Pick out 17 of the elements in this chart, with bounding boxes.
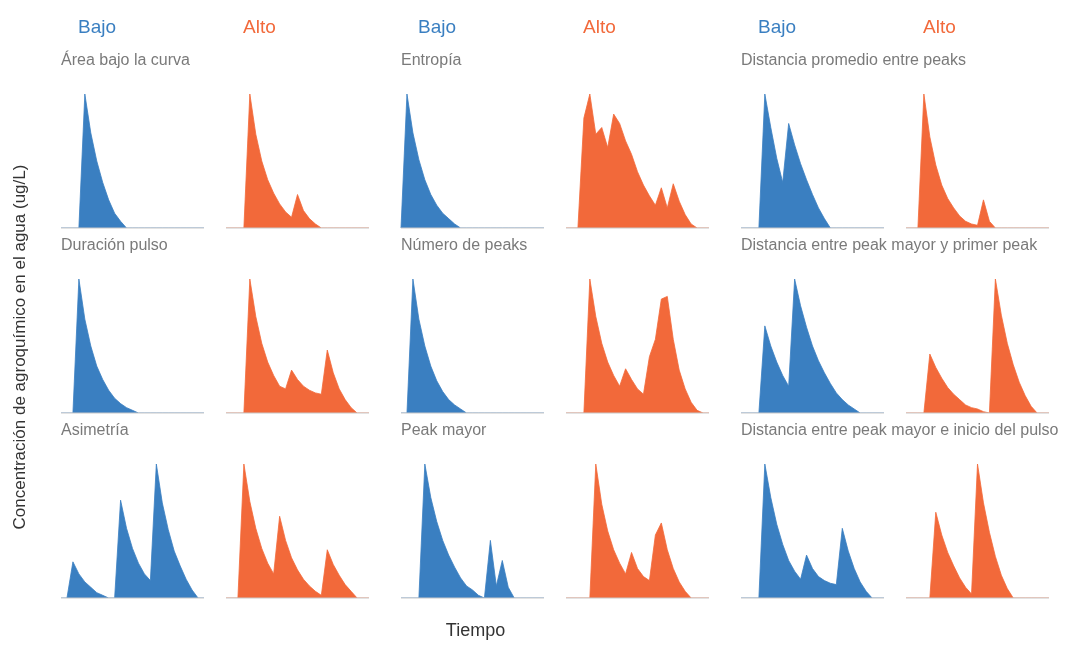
chart-title: Duración pulso — [61, 235, 169, 254]
text: Alto — [923, 16, 957, 38]
y-axis-title: Concentración de agroquímico en el agua (ug/L) — [10, 163, 30, 532]
x-axis-title: Tiempo — [444, 620, 507, 641]
chart-title: Distancia promedio entre peaks — [741, 50, 967, 69]
chart-title: Distancia entre peak mayor e inicio del pulso — [741, 420, 1060, 439]
chart-title: Entropía — [401, 50, 463, 69]
chart-title: Distancia entre peak mayor y primer peak — [741, 235, 1039, 254]
chart-title: Asimetría — [61, 420, 130, 439]
text: Bajo — [758, 16, 798, 38]
text: Alto — [583, 16, 617, 38]
text: Bajo — [78, 16, 118, 38]
chart-title: Área bajo la curva — [61, 50, 191, 69]
text: Bajo — [418, 16, 458, 38]
text: Alto — [243, 16, 277, 38]
chart-title: Número de peaks — [401, 235, 529, 254]
chart-title: Peak mayor — [401, 420, 488, 439]
